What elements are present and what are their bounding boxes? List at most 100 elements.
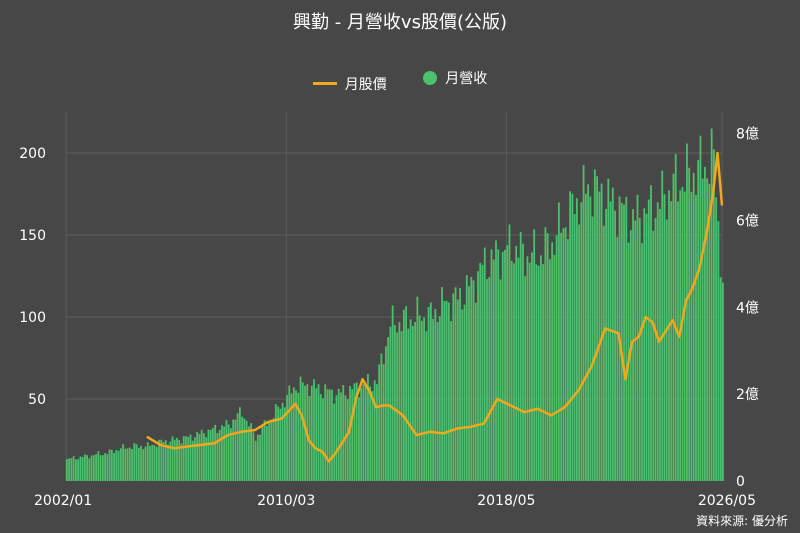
revenue-bar: [247, 426, 250, 481]
revenue-bar: [81, 457, 84, 481]
revenue-bar: [373, 380, 376, 481]
revenue-bar: [632, 209, 634, 482]
revenue-bar: [173, 439, 176, 481]
revenue-bar: [456, 299, 459, 481]
revenue-bar: [569, 191, 572, 482]
revenue-bar: [254, 440, 257, 481]
revenue-bar: [189, 434, 192, 481]
revenue-bar: [301, 382, 304, 481]
revenue-bar: [313, 379, 315, 481]
revenue-bar: [292, 387, 295, 481]
revenue-bar: [710, 128, 713, 481]
revenue-bar: [411, 325, 414, 481]
revenue-bar: [584, 193, 587, 481]
x-tick: 2018/05: [477, 493, 535, 509]
revenue-bar: [641, 243, 643, 481]
revenue-bar: [290, 393, 293, 481]
revenue-bar: [461, 309, 464, 481]
revenue-bar: [602, 225, 605, 481]
revenue-bar: [501, 251, 504, 481]
revenue-bar: [674, 154, 677, 481]
revenue-bar: [113, 452, 115, 481]
revenue-bar: [362, 383, 365, 481]
revenue-bar: [299, 376, 302, 481]
legend-label-revenue: 月營收: [445, 71, 488, 87]
revenue-bar: [600, 183, 603, 481]
revenue-bar: [304, 385, 306, 481]
legend-item-price[interactable]: 月股價: [312, 74, 387, 94]
revenue-bar: [589, 196, 592, 481]
chart-title: 興勤 - 月營收vs股價(公版): [292, 12, 507, 33]
revenue-bar: [418, 315, 421, 481]
revenue-bar: [481, 264, 484, 481]
revenue-bar: [488, 276, 491, 481]
revenue-bar: [697, 160, 700, 481]
revenue-bar: [438, 316, 441, 481]
x-tick: 2002/01: [34, 493, 92, 509]
revenue-bar: [474, 302, 477, 481]
revenue-bar: [611, 187, 614, 481]
revenue-bar: [209, 429, 212, 481]
revenue-bar: [194, 437, 196, 481]
revenue-bar: [490, 249, 493, 481]
revenue-bar: [340, 392, 342, 481]
revenue-bar: [342, 385, 345, 481]
revenue-bar: [86, 455, 89, 481]
revenue-bar: [144, 446, 147, 481]
revenue-bar: [663, 194, 666, 481]
revenue-bar: [367, 373, 369, 481]
revenue-bar: [591, 216, 594, 481]
revenue-bar: [310, 385, 313, 481]
revenue-bar: [182, 436, 185, 481]
revenue-bar: [286, 395, 288, 481]
revenue-bar: [450, 321, 452, 481]
revenue-bar: [353, 383, 356, 481]
revenue-bar: [230, 428, 232, 481]
revenue-bar: [79, 456, 82, 481]
revenue-bar: [515, 245, 518, 481]
revenue-bar: [178, 440, 181, 481]
revenue-bar: [297, 392, 300, 481]
revenue-bar: [221, 425, 223, 481]
revenue-bar: [582, 165, 585, 481]
revenue-bar: [68, 458, 71, 481]
revenue-bar: [288, 385, 291, 481]
revenue-bar: [560, 232, 563, 481]
revenue-bar: [74, 459, 77, 481]
revenue-bar: [171, 436, 174, 481]
revenue-bar: [385, 346, 387, 481]
revenue-bar: [214, 424, 217, 481]
x-tick: 2026/05: [698, 493, 756, 509]
revenue-bar: [162, 442, 165, 481]
revenue-bar: [578, 224, 581, 481]
revenue-bar: [261, 427, 264, 481]
revenue-bar: [645, 213, 648, 481]
revenue-bar: [688, 167, 691, 481]
revenue-bar: [256, 434, 259, 481]
revenue-bar: [66, 459, 68, 481]
legend-item-revenue[interactable]: 月營收: [423, 68, 487, 88]
revenue-bar: [97, 451, 100, 481]
revenue-bar: [447, 302, 450, 481]
y-right-tick: 4億: [736, 300, 759, 316]
revenue-bar: [283, 407, 286, 481]
revenue-bar: [227, 424, 230, 481]
revenue-bar: [281, 402, 284, 481]
revenue-bar: [326, 389, 329, 481]
revenue-bar: [376, 384, 378, 481]
revenue-bar: [83, 454, 86, 481]
revenue-bar: [119, 448, 122, 481]
revenue-bar: [468, 286, 470, 481]
revenue-bar: [616, 237, 619, 481]
revenue-bar: [369, 386, 372, 481]
revenue-bar: [571, 193, 574, 482]
revenue-bar: [551, 242, 554, 481]
y-right-tick: 0: [736, 474, 745, 490]
revenue-bar: [72, 456, 75, 481]
revenue-bar: [672, 173, 675, 481]
revenue-bar: [706, 178, 709, 482]
revenue-bar: [92, 455, 95, 481]
legend-line-swatch: [312, 82, 337, 85]
revenue-bar: [573, 214, 576, 481]
revenue-bar: [436, 322, 439, 481]
